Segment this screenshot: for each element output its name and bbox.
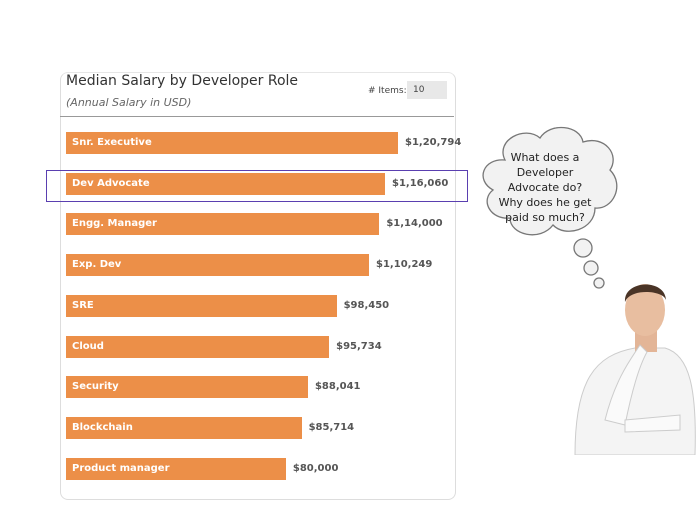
- bar-label: Security: [72, 381, 119, 393]
- data-label: $1,16,060: [391, 177, 449, 189]
- bar: [66, 416, 302, 439]
- bar-label: Cloud: [72, 340, 104, 352]
- bar: [66, 294, 337, 317]
- data-label: $95,734: [336, 340, 382, 352]
- bar: [66, 376, 308, 399]
- bar-label: Product manager: [72, 462, 170, 474]
- chart-subtitle: (Annual Salary in USD): [66, 96, 192, 109]
- thought-text: What does a Developer Advocate do? Why d…: [498, 151, 592, 224]
- data-label: $1,10,249: [376, 259, 433, 271]
- bar-label: Engg. Manager: [72, 218, 157, 230]
- data-label: $80,000: [292, 462, 339, 474]
- thinking-illustration: [482, 126, 696, 455]
- chart-card: [60, 72, 456, 500]
- data-label: $1,14,000: [386, 218, 443, 230]
- person-icon: [574, 284, 696, 455]
- bar: [66, 213, 380, 236]
- highlight-box: [46, 170, 468, 202]
- bar: [66, 132, 398, 154]
- bar-label: Exp. Dev: [72, 259, 122, 271]
- bar: [66, 457, 286, 480]
- data-label: $85,714: [308, 421, 355, 433]
- bar: [66, 335, 330, 358]
- bar: [66, 254, 370, 277]
- data-label: $1,20,794: [405, 137, 462, 148]
- bar-label: Dev Advocate: [72, 177, 150, 189]
- items-input[interactable]: 10: [407, 81, 447, 99]
- data-label: $98,450: [343, 299, 390, 311]
- items-label: # Items:: [368, 86, 407, 96]
- bar: [66, 172, 385, 195]
- bar-label: Snr. Executive: [72, 137, 152, 148]
- divider: [60, 116, 454, 117]
- chart-title: Median Salary by Developer Role: [66, 73, 299, 89]
- thought-cloud: [482, 126, 618, 289]
- data-label: $88,041: [314, 381, 361, 393]
- bar-label: SRE: [72, 299, 94, 311]
- bar-label: Blockchain: [72, 421, 133, 433]
